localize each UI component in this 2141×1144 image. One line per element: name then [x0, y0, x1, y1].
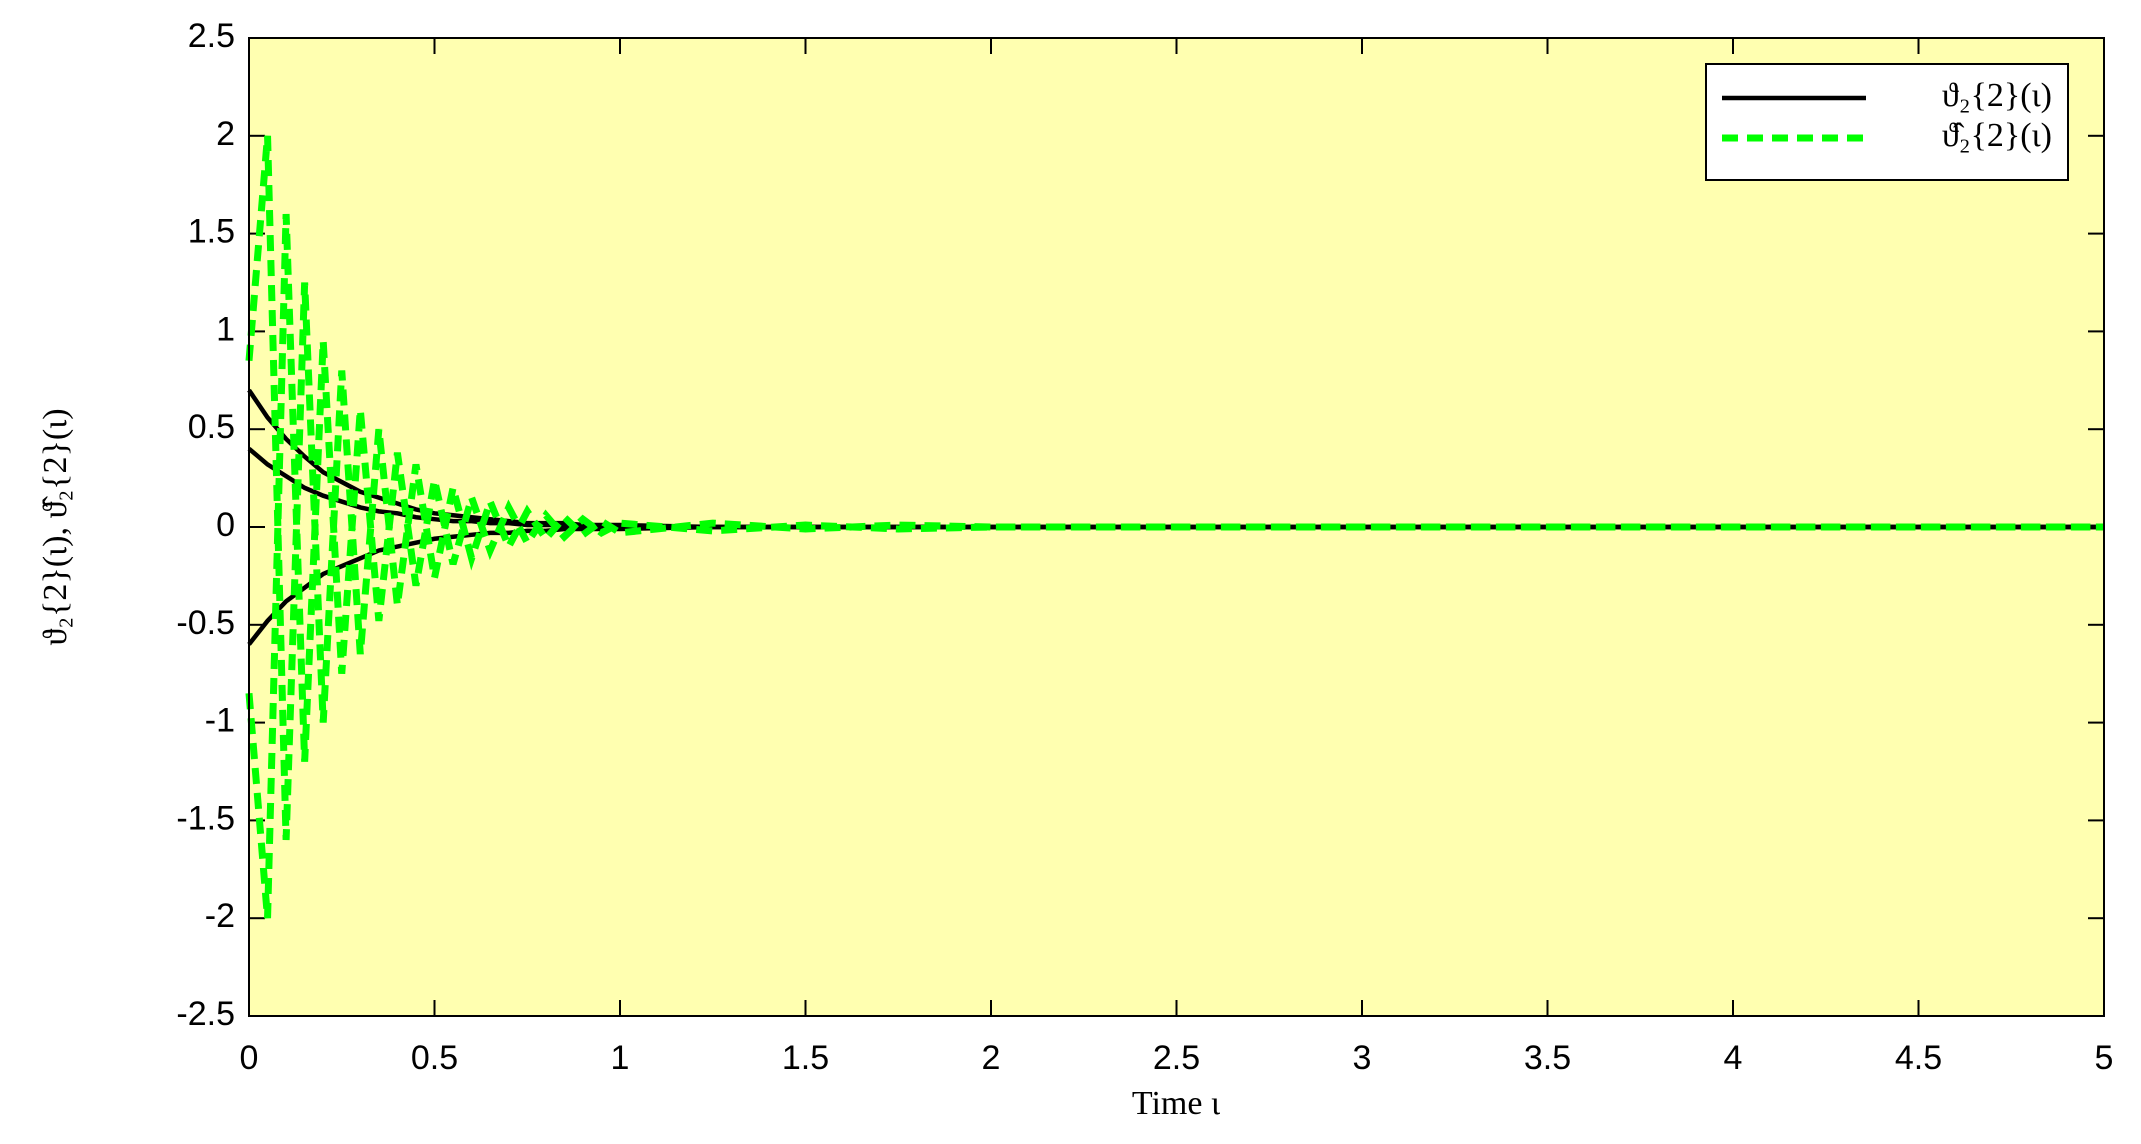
y-tick-label: -2 [205, 897, 235, 935]
legend-label: ϑ₂{2}(ι) [1942, 77, 2052, 114]
x-tick-label: 0.5 [411, 1039, 458, 1077]
y-tick-label: 1 [216, 310, 235, 348]
y-tick-label: -1 [205, 702, 235, 740]
y-tick-label: -0.5 [176, 604, 235, 642]
x-tick-label: 3 [1353, 1039, 1372, 1077]
x-tick-label: 4 [1724, 1039, 1743, 1077]
y-axis-label: ϑ₂{2}(ι), ϑ̂₂{2}(ι) [37, 408, 74, 645]
series-line [245, 213, 2104, 919]
x-axis-label: Time ι [1132, 1085, 1220, 1122]
y-tick-label: 2.5 [188, 17, 235, 55]
y-tick-label: -2.5 [176, 995, 235, 1033]
legend-label: ϑ̂₂{2}(ι) [1942, 117, 2052, 154]
series-line [245, 135, 2104, 841]
x-tick-label: 2.5 [1153, 1039, 1200, 1077]
legend-box [1705, 63, 2069, 181]
y-tick-label: 2 [216, 115, 235, 153]
y-tick-label: 1.5 [188, 213, 235, 251]
x-tick-label: 5 [2095, 1039, 2114, 1077]
x-tick-label: 0 [240, 1039, 259, 1077]
x-tick-label: 1 [611, 1039, 630, 1077]
x-tick-label: 2 [982, 1039, 1001, 1077]
y-tick-label: 0 [216, 506, 235, 544]
x-tick-label: 1.5 [782, 1039, 829, 1077]
x-tick-label: 4.5 [1895, 1039, 1942, 1077]
x-tick-label: 3.5 [1524, 1039, 1571, 1077]
y-tick-label: 0.5 [188, 408, 235, 446]
plot-border [248, 37, 2105, 1017]
y-tick-label: -1.5 [176, 799, 235, 837]
